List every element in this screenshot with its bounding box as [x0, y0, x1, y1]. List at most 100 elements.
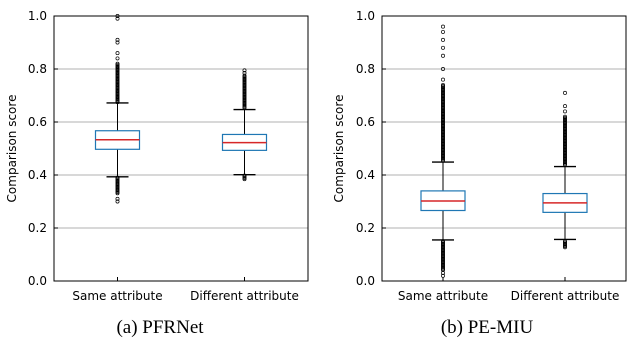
outlier-point	[441, 148, 445, 153]
outlier-point	[115, 196, 120, 201]
outlier-point	[115, 181, 120, 186]
outlier-point	[441, 151, 445, 156]
y-tick-label: 0.0	[28, 274, 47, 288]
outlier-point	[441, 110, 445, 115]
outlier-point	[115, 178, 120, 182]
outlier-point	[242, 100, 247, 104]
outlier-point	[441, 123, 445, 128]
outlier-point	[563, 131, 567, 136]
outlier-point	[242, 89, 247, 94]
outlier-point	[441, 241, 445, 246]
outlier-point	[563, 114, 567, 119]
outlier-point	[242, 80, 247, 85]
outlier-point	[441, 252, 445, 257]
outlier-point	[441, 87, 445, 92]
outlier-point	[115, 97, 120, 102]
outlier-point	[563, 242, 567, 247]
outlier-point	[441, 246, 445, 251]
outlier-point	[441, 91, 445, 96]
outlier-point	[441, 120, 445, 125]
outlier-point	[115, 95, 120, 100]
outlier-point	[563, 141, 567, 146]
outlier-point	[115, 16, 120, 21]
outlier-point	[115, 188, 120, 193]
outlier-point	[441, 273, 445, 278]
outlier-point	[242, 88, 247, 92]
outlier-point	[563, 244, 567, 248]
outlier-point	[242, 94, 247, 98]
outlier-point	[563, 154, 567, 159]
outlier-point	[441, 150, 445, 155]
outlier-point	[441, 24, 445, 29]
outlier-point	[242, 98, 247, 103]
outlier-point	[441, 265, 445, 270]
outlier-point	[563, 150, 567, 155]
outlier-point	[441, 82, 445, 87]
outlier-point	[441, 256, 445, 260]
outlier-point	[115, 182, 120, 187]
outlier-point	[115, 70, 120, 75]
y-tick-label: 0.4	[356, 168, 375, 182]
outlier-point	[441, 103, 445, 108]
box-0	[94, 14, 141, 204]
outlier-point	[115, 185, 120, 190]
plot-frame	[53, 15, 309, 282]
outlier-point	[563, 148, 567, 153]
outlier-point	[441, 132, 445, 137]
outlier-point	[242, 86, 247, 91]
outlier-point	[441, 77, 445, 82]
panel-caption: (a) PFRNet	[116, 317, 204, 338]
y-tick-label: 0.8	[28, 62, 47, 76]
outlier-point	[242, 71, 247, 75]
outlier-point	[441, 262, 445, 266]
outlier-point	[441, 266, 445, 271]
outlier-point	[563, 153, 567, 158]
outlier-point	[242, 101, 247, 106]
outlier-point	[115, 180, 120, 185]
outlier-point	[115, 65, 120, 70]
outlier-point	[563, 115, 567, 120]
outlier-point	[441, 114, 445, 119]
outlier-point	[441, 247, 445, 252]
outlier-point	[242, 77, 247, 82]
outlier-point	[242, 97, 247, 102]
outlier-point	[563, 149, 567, 154]
y-tick-label: 0.6	[28, 115, 47, 129]
outlier-point	[115, 96, 120, 101]
y-tick-label: 1.0	[356, 9, 375, 23]
outlier-point	[115, 37, 120, 42]
outlier-point	[563, 245, 567, 250]
outlier-point	[441, 126, 445, 131]
outlier-point	[563, 145, 567, 150]
outlier-point	[441, 156, 445, 161]
y-tick-label: 1.0	[28, 9, 47, 23]
outlier-point	[441, 108, 445, 113]
outlier-point	[441, 259, 445, 264]
outlier-point	[563, 151, 567, 156]
outlier-point	[563, 132, 567, 137]
outlier-point	[441, 244, 445, 248]
outlier-point	[563, 104, 567, 109]
outlier-point	[441, 121, 445, 126]
outlier-point	[441, 257, 445, 262]
outlier-point	[441, 129, 445, 134]
outlier-point	[441, 140, 445, 145]
outlier-point	[563, 123, 567, 128]
y-tick-label: 0.4	[28, 168, 47, 182]
outlier-point	[441, 104, 445, 109]
outlier-point	[441, 100, 445, 105]
outlier-point	[441, 94, 445, 99]
outlier-point	[441, 264, 445, 269]
outlier-point	[441, 133, 445, 138]
outlier-point	[115, 79, 120, 84]
outlier-point	[563, 133, 567, 138]
y-axis-title: Comparison score	[5, 95, 19, 203]
panel-pe-miu: 0.0 0.2 0.4 0.6 0.8 1.0 Comparison score Same a…	[332, 9, 627, 338]
outlier-point	[242, 78, 247, 83]
outlier-point	[563, 117, 567, 122]
outlier-point	[563, 143, 567, 148]
y-tick-label: 0.0	[356, 274, 375, 288]
outlier-point	[115, 40, 120, 45]
outlier-point	[441, 124, 445, 129]
